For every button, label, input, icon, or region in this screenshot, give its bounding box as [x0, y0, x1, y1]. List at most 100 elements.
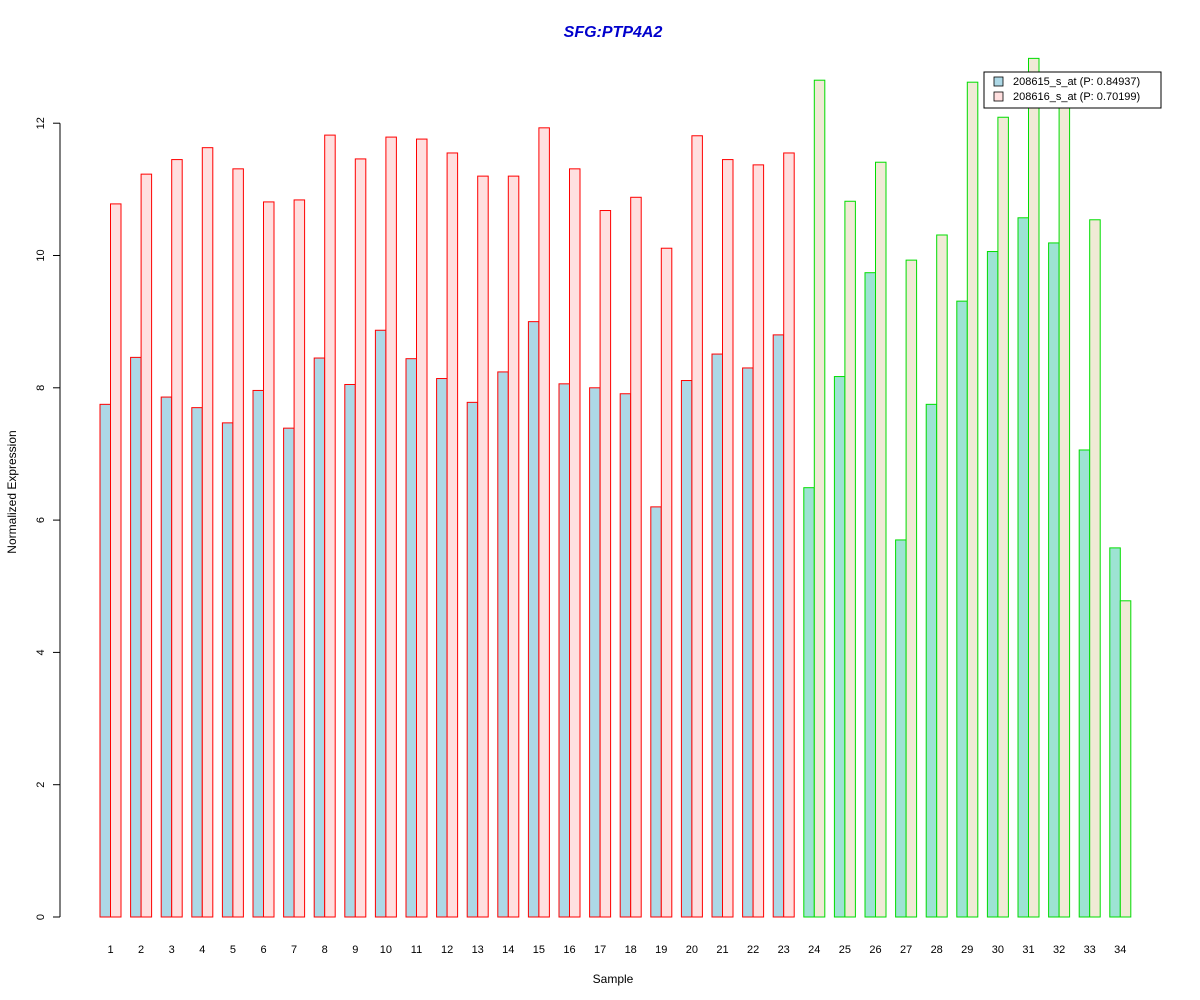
bar-series-2-sample-1 — [110, 203, 122, 918]
legend-label-series-1: 208615_s_at (P: 0.84937) — [1013, 76, 1140, 88]
x-tick-label: 27 — [900, 944, 912, 956]
x-tick-label: 12 — [441, 944, 453, 956]
bar-series-2-sample-16 — [569, 168, 581, 918]
chart-title: SFG:PTP4A2 — [564, 24, 663, 41]
x-tick-label: 4 — [199, 944, 205, 956]
x-tick-label: 32 — [1053, 944, 1065, 956]
bar-series-1-sample-5 — [221, 422, 234, 918]
bar-series-2-sample-27 — [905, 259, 918, 918]
bar-series-1-sample-30 — [986, 251, 999, 918]
y-tick-label: 10 — [35, 249, 47, 261]
bar-series-1-sample-13 — [466, 401, 479, 918]
x-tick-label: 29 — [961, 944, 973, 956]
x-tick-label: 20 — [686, 944, 698, 956]
bar-series-1-sample-23 — [772, 334, 785, 918]
bar-series-1-sample-10 — [374, 329, 387, 918]
y-tick-label: 0 — [35, 914, 47, 920]
x-tick-label: 6 — [260, 944, 266, 956]
bar-series-2-sample-25 — [844, 200, 856, 918]
bar-series-1-sample-14 — [497, 371, 509, 918]
y-tick-label: 12 — [35, 117, 47, 129]
bar-series-2-sample-3 — [171, 159, 183, 918]
bar-series-1-sample-24 — [803, 487, 815, 918]
x-tick-label: 17 — [594, 944, 606, 956]
y-axis: 0 2 4 6 8 10 12 — [35, 117, 61, 920]
bar-series-2-sample-22 — [752, 164, 765, 918]
x-tick-label: 26 — [869, 944, 881, 956]
x-tick-label: 5 — [230, 944, 236, 956]
x-tick-label: 2 — [138, 944, 144, 956]
x-tick-label: 23 — [778, 944, 790, 956]
x-tick-label: 14 — [502, 944, 514, 956]
bar-series-1-sample-32 — [1048, 242, 1060, 918]
bar-series-2-sample-28 — [936, 234, 948, 918]
bar-series-1-sample-1 — [99, 403, 111, 918]
bar-series-1-sample-9 — [344, 383, 356, 918]
x-axis-title: Sample — [593, 972, 634, 986]
bar-series-2-sample-2 — [140, 173, 153, 918]
y-tick-label: 4 — [35, 649, 47, 655]
legend-label-series-2: 208616_s_at (P: 0.70199) — [1013, 91, 1140, 103]
bar-series-2-sample-13 — [477, 175, 489, 918]
bar-series-2-sample-15 — [538, 127, 550, 918]
bar-series-2-sample-31 — [1028, 57, 1040, 918]
x-tick-label: 30 — [992, 944, 1004, 956]
x-tick-label: 13 — [472, 944, 484, 956]
bar-series-2-sample-19 — [660, 247, 673, 918]
bar-series-1-sample-31 — [1017, 217, 1029, 918]
bar-series-1-sample-19 — [650, 506, 662, 918]
x-tick-label: 16 — [563, 944, 575, 956]
legend-swatch-series-1 — [993, 76, 1004, 87]
bar-series-1-sample-21 — [711, 353, 723, 918]
bar-series-1-sample-7 — [283, 427, 295, 918]
bar-series-2-sample-7 — [293, 199, 306, 918]
bar-series-2-sample-14 — [507, 175, 520, 918]
bar-series-1-sample-20 — [680, 380, 693, 918]
bar-series-2-sample-4 — [201, 147, 214, 918]
x-tick-label: 3 — [169, 944, 175, 956]
bar-series-1-sample-8 — [313, 357, 326, 918]
bar-series-2-sample-29 — [966, 81, 979, 918]
x-tick-label: 9 — [352, 944, 358, 956]
x-tick-label: 34 — [1114, 944, 1126, 956]
bar-series-2-sample-26 — [875, 161, 887, 918]
bar-series-1-sample-16 — [558, 383, 570, 918]
x-tick-label: 1 — [107, 944, 113, 956]
bar-series-2-sample-12 — [446, 152, 459, 918]
x-tick-label: 33 — [1084, 944, 1096, 956]
legend-box — [983, 71, 1162, 109]
bar-series-2-sample-32 — [1058, 90, 1071, 918]
x-tick-label: 22 — [747, 944, 759, 956]
bar-series-1-sample-12 — [436, 378, 448, 918]
x-tick-label: 31 — [1022, 944, 1034, 956]
y-axis-title: Normalized Expression — [5, 430, 19, 553]
bar-series-1-sample-6 — [252, 389, 264, 918]
x-tick-label: 15 — [533, 944, 545, 956]
bar-series-1-sample-15 — [527, 321, 540, 918]
x-tick-label: 11 — [411, 944, 422, 956]
bar-series-1-sample-4 — [191, 407, 203, 918]
bar-series-2-sample-23 — [783, 152, 795, 918]
y-tick-label: 2 — [35, 782, 47, 788]
bar-series-1-sample-29 — [956, 300, 968, 918]
bar-series-2-sample-17 — [599, 210, 612, 918]
x-tick-label: 18 — [625, 944, 637, 956]
bar-series-2-sample-9 — [354, 158, 367, 918]
bar-series-1-sample-22 — [742, 367, 754, 918]
bar-series-1-sample-3 — [160, 396, 173, 918]
x-tick-label: 10 — [380, 944, 392, 956]
bar-series-2-sample-18 — [630, 196, 642, 918]
bar-series-1-sample-25 — [833, 376, 846, 918]
x-axis-labels: 1 2 3 4 5 6 7 8 9 10 11 12 13 14 15 16 17 18 19 20 21 22 23 24 2… — [107, 944, 1126, 956]
bar-series-2-sample-8 — [324, 134, 336, 918]
x-tick-label: 7 — [291, 944, 297, 956]
bar-series-1-sample-11 — [405, 358, 417, 918]
bar-series-2-sample-11 — [416, 138, 428, 918]
y-tick-label: 6 — [35, 517, 47, 523]
x-tick-label: 8 — [322, 944, 328, 956]
x-tick-label: 21 — [716, 944, 728, 956]
bar-series-2-sample-6 — [263, 201, 275, 918]
bar-series-2-sample-33 — [1089, 219, 1101, 918]
x-tick-label: 24 — [808, 944, 820, 956]
